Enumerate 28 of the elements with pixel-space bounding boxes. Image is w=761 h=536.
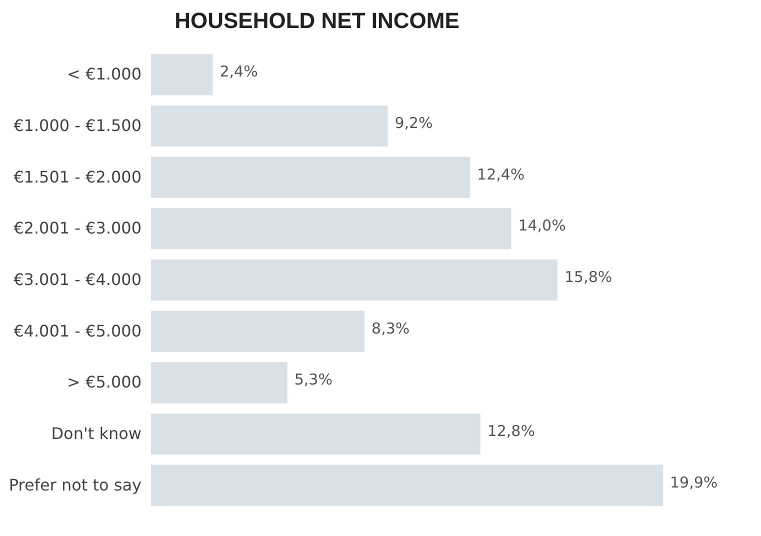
bar xyxy=(151,413,480,455)
y-tick-label: > €5.000 xyxy=(67,372,142,392)
bar xyxy=(151,464,663,506)
bar xyxy=(151,105,388,147)
bar xyxy=(151,208,512,250)
y-tick-label: €3.001 - €4.000 xyxy=(14,270,142,289)
bar xyxy=(151,54,213,96)
bar xyxy=(151,259,558,301)
bar xyxy=(151,156,470,198)
data-label: 5,3% xyxy=(294,370,332,389)
y-tick-label: €4.001 - €5.000 xyxy=(14,321,142,340)
y-tick-label: < €1.000 xyxy=(67,64,142,84)
y-tick-label: €2.001 - €3.000 xyxy=(14,218,142,238)
data-label: 15,8% xyxy=(564,268,612,286)
data-label: 2,4% xyxy=(220,62,258,81)
y-tick-label: Prefer not to say xyxy=(8,475,142,494)
data-label: 19,9% xyxy=(670,473,718,492)
y-tick-label: €1.501 - €2.000 xyxy=(14,167,142,186)
bar xyxy=(151,310,365,352)
y-tick-label: €1.000 - €1.500 xyxy=(14,116,142,135)
data-label: 9,2% xyxy=(394,114,433,132)
data-label: 14,0% xyxy=(518,216,566,235)
data-label: 12,4% xyxy=(477,165,525,184)
data-label: 12,8% xyxy=(487,422,535,440)
chart-title: HOUSEHOLD NET INCOME xyxy=(174,8,460,33)
y-tick-label: Don't know xyxy=(51,424,142,443)
data-label: 8,3% xyxy=(372,319,410,338)
bar xyxy=(151,362,288,404)
